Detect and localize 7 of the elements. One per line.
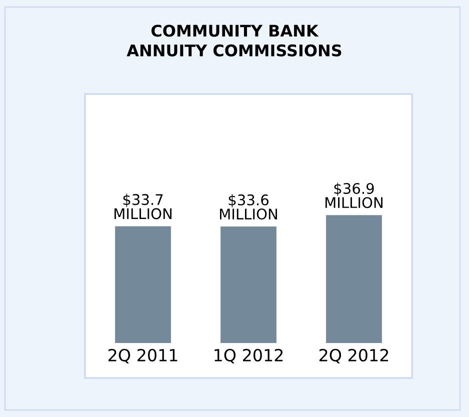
x-tick-label: 2Q 2012 — [319, 348, 388, 364]
chart-title: COMMUNITY BANK ANNUITY COMMISSIONS — [126, 24, 342, 56]
data-label: $36.9 MILLION — [326, 182, 382, 208]
data-label: $33.6 MILLION — [220, 194, 277, 220]
x-tick-label: 1Q 2012 — [214, 348, 283, 364]
data-label: $33.7 MILLION — [114, 194, 172, 220]
x-tick-label: 2Q 2011 — [108, 348, 178, 364]
